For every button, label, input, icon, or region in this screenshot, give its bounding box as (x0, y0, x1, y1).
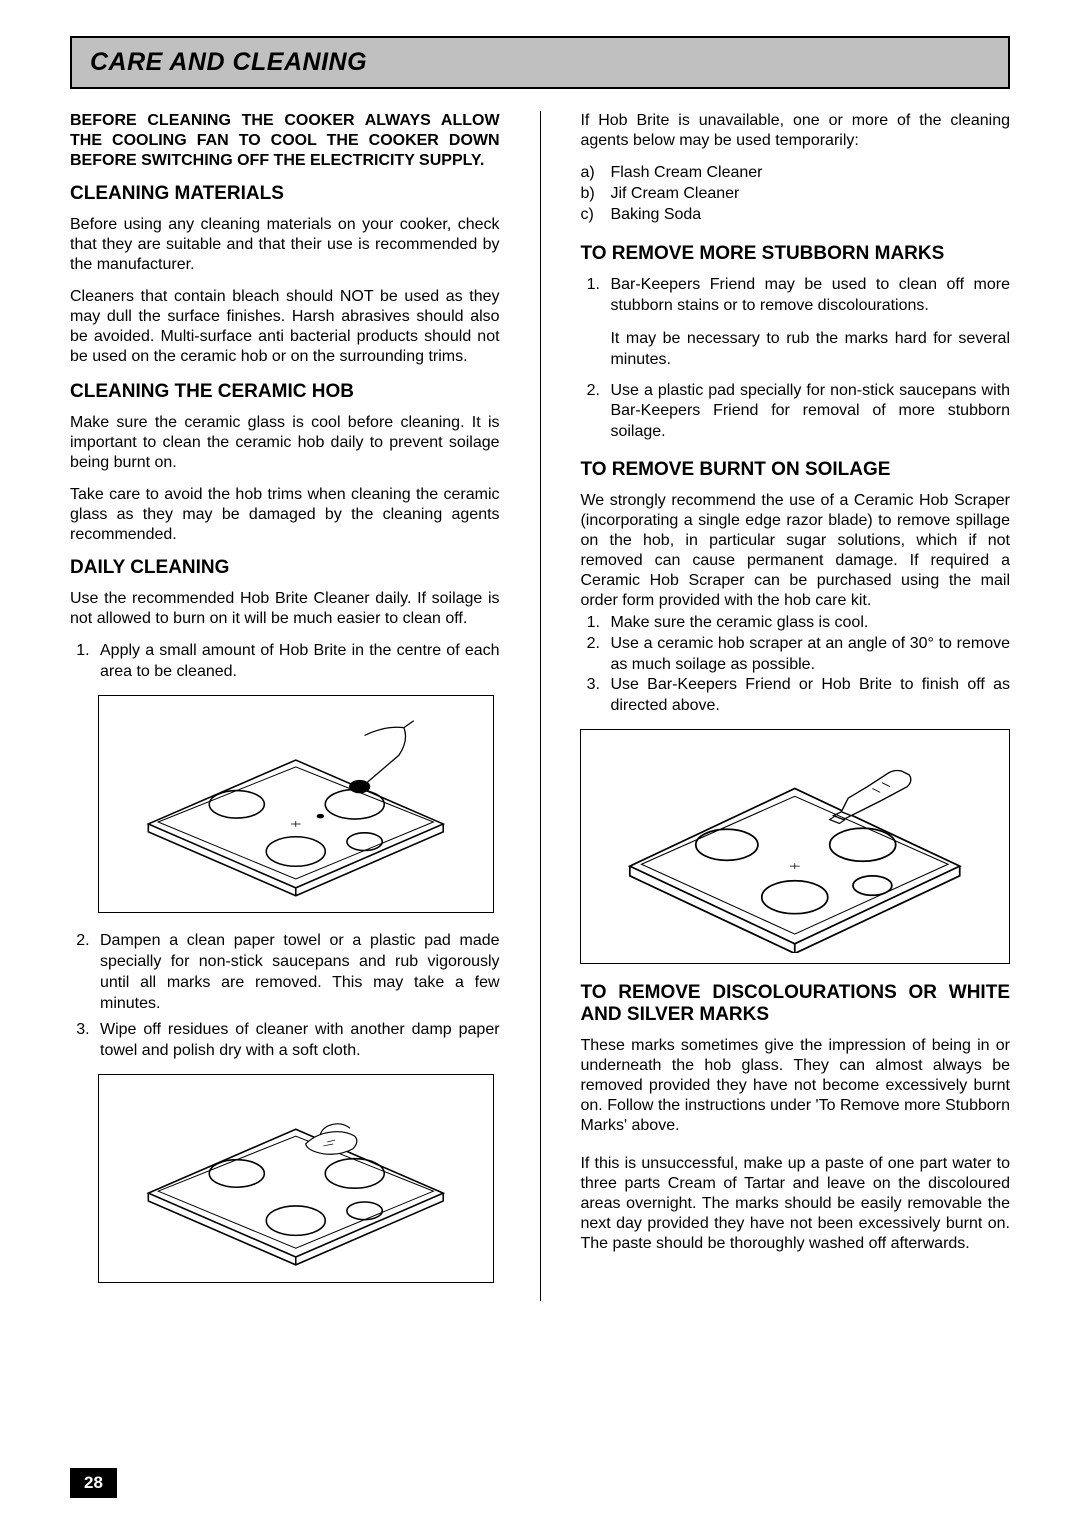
heading-cleaning-materials: CLEANING MATERIALS (70, 183, 500, 205)
column-divider (540, 111, 541, 1301)
list-item: Use Bar-Keepers Friend or Hob Brite to f… (604, 675, 1010, 717)
section-header: CARE AND CLEANING (70, 36, 1010, 89)
section-title: CARE AND CLEANING (90, 48, 990, 77)
heading-discolourations: TO REMOVE DISCOLOURATIONS OR WHITE AND S… (580, 982, 1010, 1026)
list-item: Use a ceramic hob scraper at an angle of… (604, 634, 1010, 676)
list-item: Use a plastic pad specially for non-stic… (604, 381, 1010, 443)
list-item: Dampen a clean paper towel or a plastic … (94, 931, 500, 1014)
left-column: BEFORE CLEANING THE COOKER ALWAYS ALLOW … (70, 111, 500, 1301)
para-ceramic-1: Make sure the ceramic glass is cool befo… (70, 413, 500, 473)
para-discol-2: If this is unsuccessful, make up a paste… (580, 1154, 1010, 1254)
para-daily: Use the recommended Hob Brite Cleaner da… (70, 589, 500, 629)
burnt-list: Make sure the ceramic glass is cool. Use… (580, 613, 1010, 717)
heading-ceramic-hob: CLEANING THE CERAMIC HOB (70, 381, 500, 403)
warning-text: BEFORE CLEANING THE COOKER ALWAYS ALLOW … (70, 111, 500, 171)
daily-cleaning-list: Apply a small amount of Hob Brite in the… (70, 641, 500, 683)
list-item: Apply a small amount of Hob Brite in the… (94, 641, 500, 683)
list-item: Wipe off residues of cleaner with anothe… (94, 1020, 500, 1062)
list-item: Jif Cream Cleaner (580, 184, 1010, 205)
page-number: 28 (70, 1468, 117, 1498)
para-unavailable: If Hob Brite is unavailable, one or more… (580, 111, 1010, 151)
diagram-hob-scraper (580, 729, 1010, 964)
hob-scraper-svg (591, 740, 999, 953)
list-item: Baking Soda (580, 205, 1010, 226)
hob-wiping-svg (109, 1085, 483, 1272)
stubborn-list: Bar-Keepers Friend may be used to clean … (580, 275, 1010, 443)
heading-burnt-soilage: TO REMOVE BURNT ON SOILAGE (580, 459, 1010, 481)
para-burnt: We strongly recommend the use of a Ceram… (580, 491, 1010, 611)
para-ceramic-2: Take care to avoid the hob trims when cl… (70, 485, 500, 545)
heading-stubborn-marks: TO REMOVE MORE STUBBORN MARKS (580, 243, 1010, 265)
heading-daily-cleaning: DAILY CLEANING (70, 557, 500, 579)
agents-list: Flash Cream Cleaner Jif Cream Cleaner Ba… (580, 163, 1010, 225)
para-discol-1: These marks sometimes give the impressio… (580, 1036, 1010, 1136)
para-materials-1: Before using any cleaning materials on y… (70, 215, 500, 275)
list-item: Bar-Keepers Friend may be used to clean … (604, 275, 1010, 370)
stubborn-note: It may be necessary to rub the marks har… (610, 329, 1010, 371)
list-item: Flash Cream Cleaner (580, 163, 1010, 184)
hob-applying-svg (109, 706, 483, 903)
diagram-hob-wiping (98, 1074, 494, 1283)
list-item: Make sure the ceramic glass is cool. (604, 613, 1010, 634)
daily-cleaning-list-cont: Dampen a clean paper towel or a plastic … (70, 931, 500, 1062)
right-column: If Hob Brite is unavailable, one or more… (580, 111, 1010, 1301)
list-item-text: Bar-Keepers Friend may be used to clean … (610, 276, 1010, 314)
para-materials-2: Cleaners that contain bleach should NOT … (70, 287, 500, 367)
diagram-hob-applying (98, 695, 494, 914)
content-columns: BEFORE CLEANING THE COOKER ALWAYS ALLOW … (70, 111, 1010, 1301)
